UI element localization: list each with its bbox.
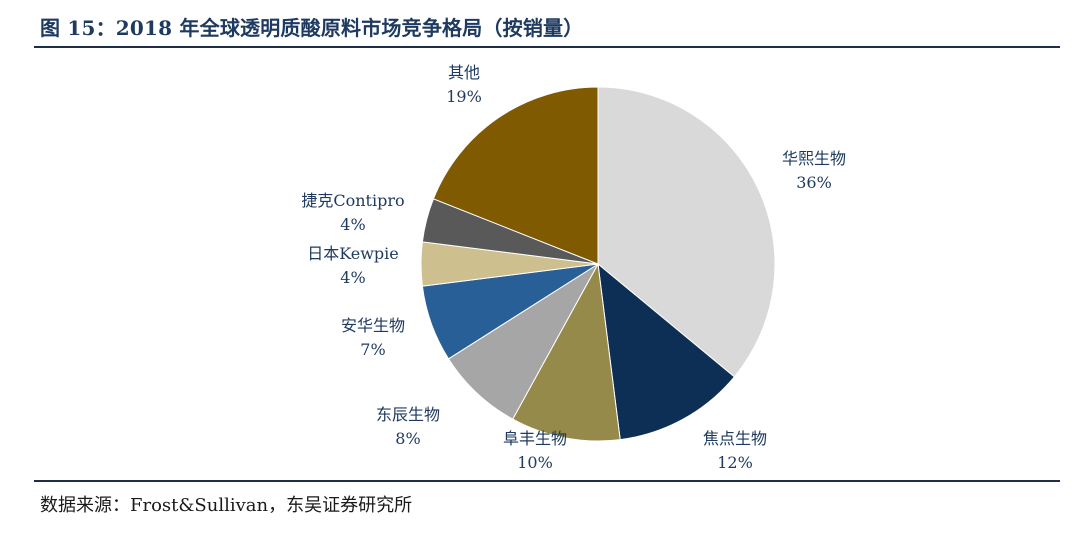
- pie-slices: [420, 86, 776, 442]
- slice-value-label: 36%: [796, 173, 832, 192]
- bottom-rule: [34, 480, 1060, 482]
- slice-value-label: 4%: [340, 215, 365, 234]
- pie-slice: [447, 263, 599, 420]
- slice-name-label: 日本Kewpie: [307, 244, 399, 263]
- slice-value-label: 10%: [517, 453, 553, 472]
- slice-name-label: 华熙生物: [782, 149, 846, 168]
- slice-value-label: 7%: [360, 340, 385, 359]
- source-note: 数据来源：Frost&Sullivan，东吴证券研究所: [40, 495, 413, 516]
- slice-value-label: 12%: [717, 453, 753, 472]
- pie-slice: [597, 262, 736, 441]
- pie-slice: [432, 86, 599, 265]
- slice-name-label: 其他: [448, 63, 480, 82]
- slice-name-label: 捷克Contipro: [301, 191, 404, 210]
- slice-name-label: 阜丰生物: [503, 429, 567, 448]
- pie-slice: [512, 262, 621, 442]
- slice-name-label: 安华生物: [341, 316, 405, 335]
- pie-slice: [597, 86, 776, 378]
- figure-title: 图 15：2018 年全球透明质酸原料市场竞争格局（按销量）: [40, 16, 584, 40]
- top-rule: [34, 46, 1060, 48]
- pie-labels: 华熙生物 36% 焦点生物 12% 阜丰生物 10% 东辰生物 8% 安华生物 7% 日本Kewpi…: [301, 63, 846, 472]
- slice-value-label: 8%: [395, 429, 420, 448]
- slice-name-label: 焦点生物: [703, 429, 767, 448]
- slice-value-label: 19%: [446, 87, 482, 106]
- slice-value-label: 4%: [340, 268, 365, 287]
- slice-name-label: 东辰生物: [376, 405, 440, 424]
